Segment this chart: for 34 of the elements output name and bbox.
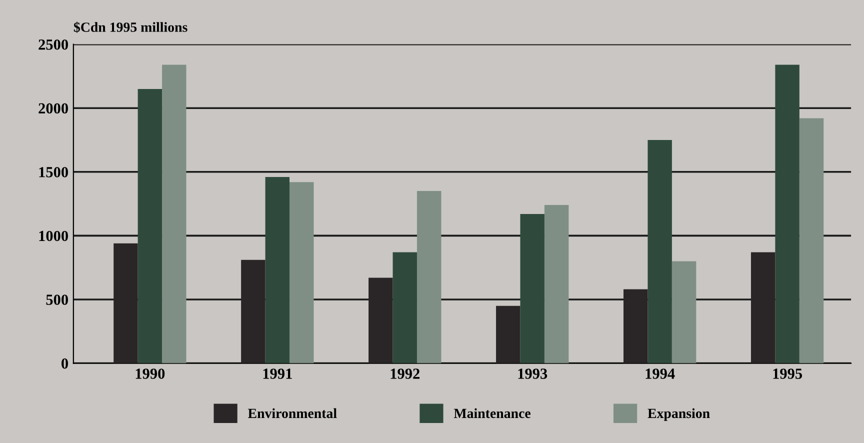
x-tick-label: 1993 bbox=[518, 368, 548, 379]
x-tick-label: 1991 bbox=[263, 368, 292, 379]
y-tick-label: 500 bbox=[46, 294, 68, 305]
bar bbox=[265, 176, 290, 364]
y-tick-label: 2000 bbox=[38, 103, 68, 114]
bar bbox=[496, 306, 520, 364]
y-tick-label: 2500 bbox=[38, 39, 68, 50]
bar bbox=[241, 260, 266, 364]
x-tick-label: 1990 bbox=[136, 368, 165, 379]
bar bbox=[672, 261, 696, 364]
bar bbox=[392, 252, 417, 364]
bar bbox=[114, 243, 138, 364]
legend-label: Environmental bbox=[248, 408, 337, 418]
bar bbox=[138, 88, 162, 364]
y-tick-label: 1000 bbox=[39, 230, 68, 242]
bar bbox=[290, 182, 314, 364]
x-tick-label: 1992 bbox=[390, 368, 420, 379]
bar bbox=[368, 278, 393, 364]
bar bbox=[162, 64, 186, 364]
bar bbox=[799, 118, 824, 364]
x-tick-label: 1995 bbox=[773, 368, 802, 379]
x-tick-label: 1994 bbox=[646, 368, 675, 379]
legend-label: Maintenance bbox=[454, 408, 530, 418]
bar bbox=[750, 252, 776, 364]
bar bbox=[544, 205, 569, 364]
y-axis-title: $Cdn 1995 millions bbox=[74, 22, 188, 33]
bar bbox=[623, 289, 648, 364]
bar bbox=[520, 214, 544, 364]
bar bbox=[416, 191, 442, 364]
y-tick-label: 0 bbox=[62, 358, 68, 369]
legend-label: Expansion bbox=[648, 408, 710, 421]
y-tick-label: 1500 bbox=[39, 167, 68, 178]
bar bbox=[775, 64, 800, 364]
bar bbox=[648, 140, 672, 364]
